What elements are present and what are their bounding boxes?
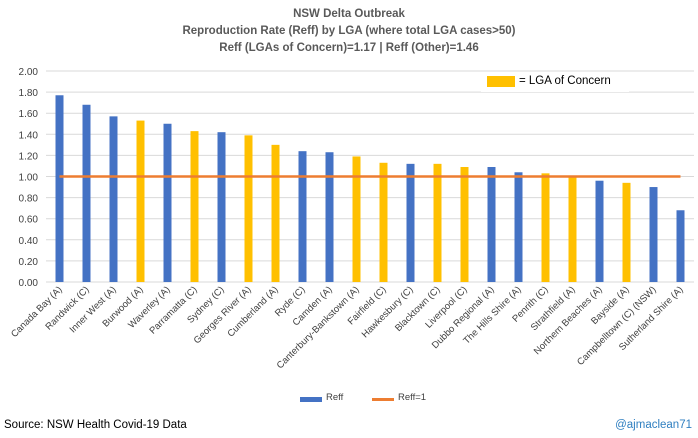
bar xyxy=(244,135,253,282)
chart-subtitle-reff: Reff (LGAs of Concern)=1.17 | Reff (Othe… xyxy=(219,42,479,54)
y-tick-label: 0.80 xyxy=(19,194,39,205)
y-tick-label: 1.60 xyxy=(19,109,39,120)
y-tick-label: 0.20 xyxy=(19,257,39,268)
y-tick-label: 0.00 xyxy=(19,278,39,289)
bar xyxy=(55,95,64,282)
bar xyxy=(433,163,442,282)
bar xyxy=(271,144,280,282)
y-tick-label: 0.60 xyxy=(19,215,39,226)
bar xyxy=(460,167,469,282)
bar xyxy=(676,210,685,282)
legend-reff-label: Reff xyxy=(326,392,344,403)
bar xyxy=(649,187,658,282)
source-note: Source: NSW Health Covid-19 Data xyxy=(4,419,187,431)
bar xyxy=(622,182,631,282)
bar xyxy=(325,152,334,282)
bar xyxy=(514,172,523,282)
legend-reff-swatch xyxy=(300,397,322,402)
y-tick-label: 2.00 xyxy=(19,67,39,78)
chart-subtitle: Reproduction Rate (Reff) by LGA (where t… xyxy=(182,25,516,37)
chart-title: NSW Delta Outbreak xyxy=(293,8,405,20)
bar xyxy=(541,173,550,282)
author-credit[interactable]: @ajmaclean71 xyxy=(615,419,692,431)
y-tick-label: 1.20 xyxy=(19,151,39,162)
legend-reff1-label: Reff=1 xyxy=(398,392,427,403)
legend-reff1-swatch xyxy=(372,398,394,401)
lga-of-concern-legend: = LGA of Concern xyxy=(481,72,629,92)
y-tick-label: 1.80 xyxy=(19,88,39,99)
bar xyxy=(379,162,388,282)
bar xyxy=(190,131,199,282)
bar xyxy=(109,116,118,283)
bar xyxy=(568,176,577,282)
lga-of-concern-swatch xyxy=(487,76,515,87)
lga-of-concern-label: = LGA of Concern xyxy=(519,75,611,87)
bar xyxy=(163,123,172,282)
bar xyxy=(217,132,226,282)
y-tick-label: 1.40 xyxy=(19,130,39,141)
bar xyxy=(487,167,496,282)
bar xyxy=(82,104,91,282)
y-tick-label: 1.00 xyxy=(19,173,39,184)
bar xyxy=(406,163,415,282)
chart-legend: Reff Reff=1 xyxy=(0,392,698,406)
bar xyxy=(298,151,307,282)
bar xyxy=(352,156,361,282)
bar xyxy=(595,180,604,282)
bar xyxy=(136,120,145,283)
y-tick-label: 0.40 xyxy=(19,236,39,247)
